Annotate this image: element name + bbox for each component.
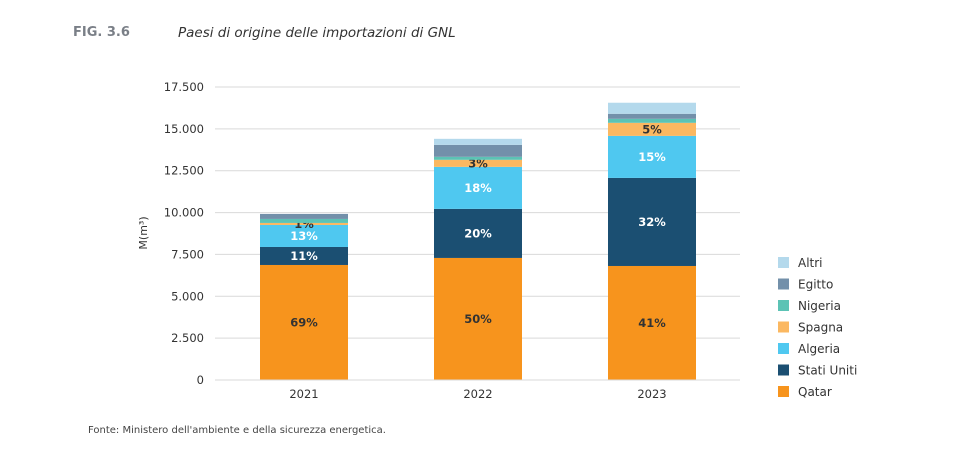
legend-label: Stati Uniti — [798, 364, 857, 378]
bar-segment-algeria — [260, 224, 348, 247]
y-tick-label: 12.500 — [164, 164, 204, 178]
legend-swatch — [778, 278, 789, 290]
data-label: 11% — [290, 249, 318, 263]
x-tick-label: 2021 — [289, 387, 318, 401]
figure-title: Paesi di origine delle importazioni di G… — [178, 25, 456, 41]
source-note: Fonte: Ministero dell'ambiente e della s… — [88, 425, 386, 436]
y-axis-label: M(m³) — [137, 216, 150, 249]
bar-segment-stati-uniti — [434, 208, 522, 258]
data-label: 20% — [464, 226, 492, 240]
bar-segment-altri — [608, 102, 696, 114]
bar-segment-stati-uniti — [260, 246, 348, 265]
data-label: 5% — [642, 122, 662, 136]
legend-label: Egitto — [798, 278, 833, 292]
legend-item: Stati Uniti — [778, 364, 857, 378]
data-label: 69% — [290, 315, 318, 329]
legend-label: Algeria — [798, 342, 840, 356]
bar-segment-algeria — [608, 135, 696, 178]
legend-item: Altri — [778, 256, 823, 270]
bar-segment-egitto — [260, 213, 348, 219]
data-label: 15% — [638, 150, 666, 164]
y-tick-label: 5.000 — [171, 289, 204, 303]
legend-label: Spagna — [798, 321, 843, 335]
legend: Altri Egitto Nigeria Spagna Algeria Stati Uni… — [778, 256, 857, 399]
bar-segment-nigeria — [434, 156, 522, 160]
y-tick-label: 0 — [197, 373, 204, 387]
legend-label: Qatar — [798, 385, 832, 399]
bar-segment-spagna — [434, 159, 522, 167]
y-tick-label: 15.000 — [164, 122, 204, 136]
legend-swatch — [778, 257, 789, 268]
legend-swatch — [778, 321, 789, 333]
legend-item: Nigeria — [778, 299, 841, 313]
legend-label: Nigeria — [798, 299, 841, 313]
data-label: 3% — [468, 156, 488, 170]
y-axis: 0 2.500 5.000 7.500 10.000 12.500 15.000 17.500 — [164, 80, 204, 387]
y-tick-label: 10.000 — [164, 206, 204, 220]
data-label: 41% — [638, 316, 666, 330]
bar-segment-qatar — [260, 264, 348, 380]
bar-segment-nigeria — [260, 218, 348, 223]
legend-item: Algeria — [778, 342, 840, 356]
bar-segment-spagna — [260, 222, 348, 225]
x-tick-label: 2023 — [637, 387, 666, 401]
y-tick-label: 17.500 — [164, 80, 204, 94]
x-tick-label: 2022 — [463, 387, 492, 401]
bar-segment-egitto — [434, 144, 522, 157]
bar-segment-spagna — [608, 122, 696, 136]
bar-segment-egitto — [608, 113, 696, 119]
bar-segment-algeria — [434, 166, 522, 209]
legend-swatch — [778, 343, 789, 354]
data-label: 18% — [464, 181, 492, 195]
bar-segment-nigeria — [608, 118, 696, 123]
y-tick-label: 7.500 — [171, 247, 204, 261]
y-tick-label: 2.500 — [171, 331, 204, 345]
bar-2022: 50% 20% 18% 3% — [434, 138, 522, 380]
bar-segment-altri — [434, 138, 522, 145]
legend-item: Egitto — [778, 278, 833, 292]
bar-segment-qatar — [434, 257, 522, 380]
data-label: 13% — [290, 229, 318, 243]
data-label: 50% — [464, 312, 492, 326]
legend-item: Qatar — [778, 385, 832, 399]
bar-2023: 41% 32% 15% 5% — [608, 102, 696, 380]
data-label: 32% — [638, 215, 666, 229]
bar-2021: 69%11%13%1% — [260, 213, 348, 380]
figure-number: FIG. 3.6 — [73, 25, 130, 40]
bars: 69%11%13%1%50%20%18%3%41%32%15%5% — [260, 102, 696, 380]
bar-segment-qatar — [608, 265, 696, 380]
legend-swatch — [778, 386, 789, 397]
bar-segment-stati-uniti — [608, 177, 696, 266]
legend-label: Altri — [798, 256, 823, 270]
legend-swatch — [778, 364, 789, 376]
x-axis: 2021 2022 2023 — [215, 379, 740, 401]
legend-swatch — [778, 300, 789, 311]
legend-item: Spagna — [778, 321, 843, 335]
